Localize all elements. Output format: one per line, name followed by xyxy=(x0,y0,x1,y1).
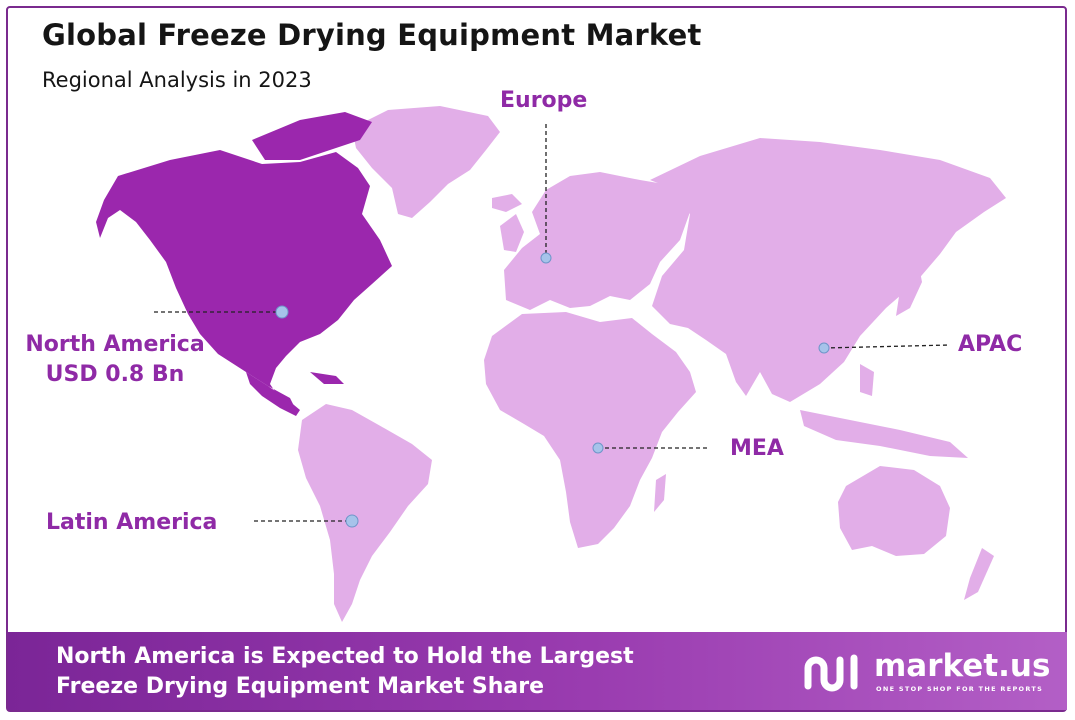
marker-europe xyxy=(540,252,552,264)
map-region-caribbean xyxy=(310,372,344,384)
page-subtitle: Regional Analysis in 2023 xyxy=(42,68,312,92)
footer-line-1: North America is Expected to Hold the La… xyxy=(56,644,634,669)
footer-line-2: Freeze Drying Equipment Market Share xyxy=(56,674,545,699)
footer-text: North America is Expected to Hold the La… xyxy=(56,642,634,702)
region-name: North America xyxy=(25,332,205,357)
region-label-mea: MEA xyxy=(730,436,784,461)
map-region-arctic-islands xyxy=(252,112,372,160)
map-region-madagascar xyxy=(654,474,666,512)
map-region-australia xyxy=(838,466,950,556)
map-region-asia xyxy=(650,138,1006,402)
map-region-central-america xyxy=(246,372,300,416)
marker-north-america xyxy=(275,305,289,319)
map-region-new-zealand xyxy=(964,548,994,600)
region-label-europe: Europe xyxy=(500,88,588,113)
map-region-south-america xyxy=(298,404,432,622)
map-region-africa xyxy=(484,312,696,548)
world-map xyxy=(96,106,1006,622)
region-value: USD 0.8 Bn xyxy=(45,362,185,387)
market-us-logo-icon xyxy=(804,654,858,692)
map-region-philippines xyxy=(860,364,874,396)
map-region-iceland xyxy=(492,194,522,212)
leader-line-apac xyxy=(823,344,951,349)
map-region-indonesia xyxy=(800,410,968,458)
marker-mea xyxy=(592,442,604,454)
map-region-europe xyxy=(504,172,690,310)
map-region-japan xyxy=(896,250,922,316)
image-frame xyxy=(6,6,1067,712)
map-region-north-america xyxy=(96,150,392,410)
region-label-apac: APAC xyxy=(958,332,1023,357)
map-region-uk xyxy=(500,214,524,252)
region-label-north-america: North America USD 0.8 Bn xyxy=(18,330,212,390)
page-title: Global Freeze Drying Equipment Market xyxy=(42,18,702,52)
marker-apac xyxy=(818,342,830,354)
region-label-latin-america: Latin America xyxy=(46,510,218,535)
map-region-greenland xyxy=(352,106,500,218)
brand-tagline: ONE STOP SHOP FOR THE REPORTS xyxy=(876,685,1044,693)
footer-banner: North America is Expected to Hold the La… xyxy=(8,632,1067,710)
marker-latin-america xyxy=(345,514,359,528)
brand-name: market.us xyxy=(874,648,1051,684)
